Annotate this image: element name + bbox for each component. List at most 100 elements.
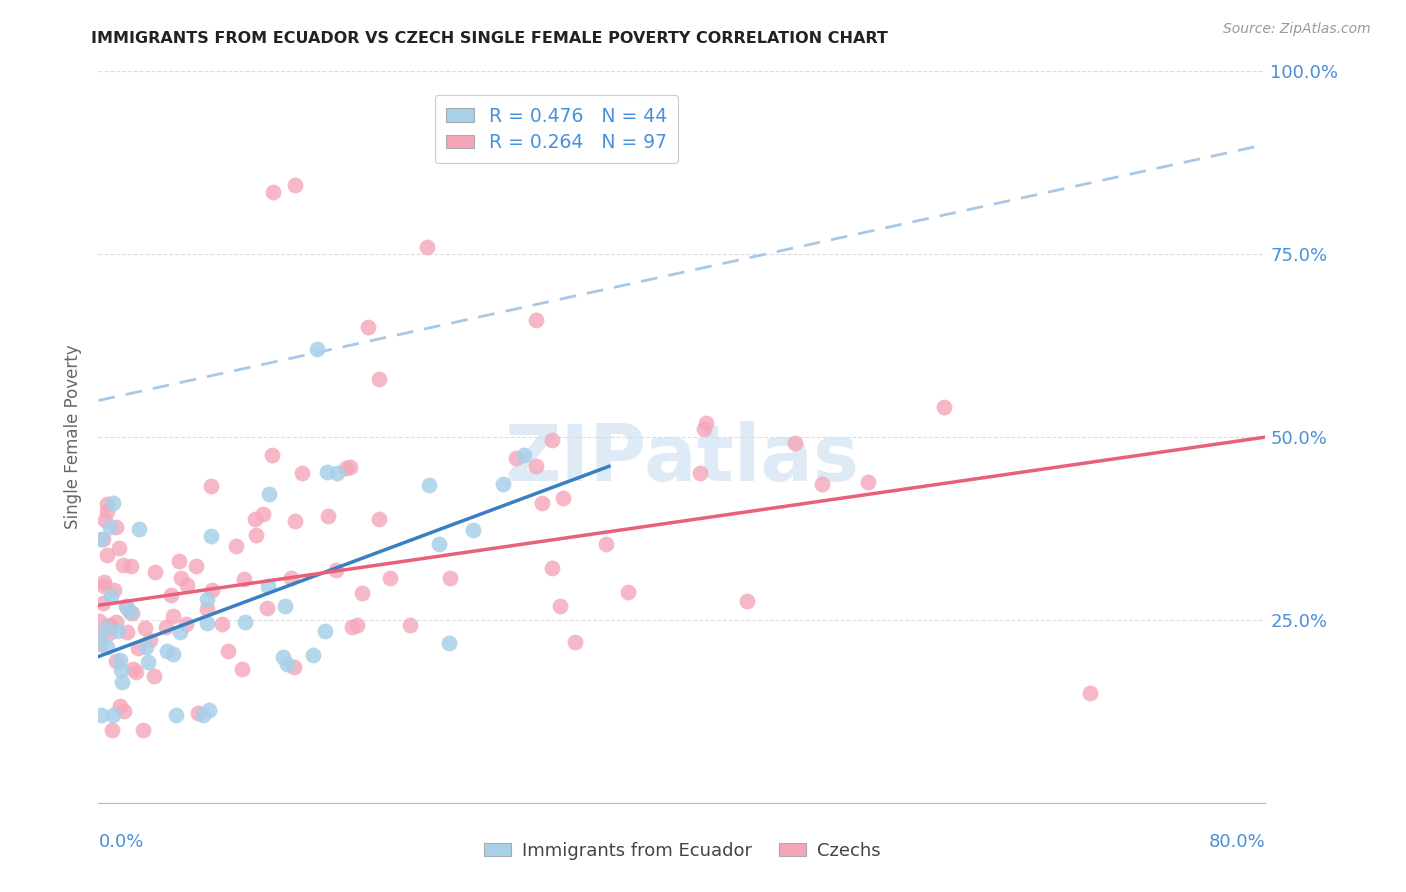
Point bbox=[198, 703, 221, 717]
Point bbox=[193, 708, 215, 723]
Point bbox=[232, 572, 254, 586]
Point bbox=[143, 669, 166, 683]
Point bbox=[115, 601, 138, 615]
Point bbox=[934, 400, 956, 414]
Point bbox=[437, 636, 460, 650]
Point bbox=[291, 466, 314, 480]
Point bbox=[104, 519, 127, 533]
Point bbox=[96, 621, 118, 635]
Point bbox=[136, 656, 159, 670]
Point bbox=[399, 618, 422, 632]
Point bbox=[96, 548, 118, 562]
Point bbox=[101, 496, 124, 510]
Point bbox=[262, 185, 284, 199]
Point bbox=[689, 467, 711, 481]
Point bbox=[368, 372, 391, 386]
Point bbox=[280, 571, 302, 585]
Point bbox=[415, 240, 437, 254]
Point bbox=[162, 608, 184, 623]
Point bbox=[243, 512, 266, 526]
Point bbox=[195, 615, 218, 630]
Point bbox=[211, 616, 233, 631]
Point bbox=[201, 583, 224, 598]
Text: 80.0%: 80.0% bbox=[1209, 833, 1265, 851]
Point bbox=[115, 625, 138, 640]
Point bbox=[492, 477, 515, 491]
Point bbox=[811, 477, 834, 491]
Text: ZIPatlas: ZIPatlas bbox=[505, 421, 859, 497]
Point bbox=[89, 637, 111, 651]
Point bbox=[616, 585, 638, 599]
Point bbox=[160, 588, 183, 602]
Point bbox=[326, 466, 349, 480]
Point bbox=[307, 343, 329, 357]
Point bbox=[100, 723, 122, 737]
Point bbox=[93, 574, 115, 589]
Point bbox=[418, 478, 440, 492]
Point bbox=[564, 635, 586, 649]
Point bbox=[378, 571, 401, 585]
Point bbox=[541, 561, 564, 575]
Point bbox=[135, 640, 157, 655]
Point bbox=[553, 491, 575, 505]
Point bbox=[108, 541, 131, 555]
Point bbox=[595, 537, 617, 551]
Point bbox=[505, 451, 527, 466]
Point bbox=[87, 614, 110, 628]
Point bbox=[170, 571, 193, 585]
Point bbox=[695, 416, 717, 430]
Point bbox=[96, 640, 118, 654]
Point bbox=[195, 601, 218, 615]
Point bbox=[186, 558, 208, 573]
Point bbox=[174, 616, 197, 631]
Y-axis label: Single Female Poverty: Single Female Poverty bbox=[65, 345, 83, 529]
Point bbox=[108, 698, 131, 713]
Point bbox=[93, 513, 115, 527]
Point bbox=[111, 675, 134, 690]
Point bbox=[283, 659, 305, 673]
Point bbox=[115, 599, 138, 613]
Point bbox=[118, 605, 141, 619]
Point bbox=[274, 599, 297, 613]
Point bbox=[316, 466, 339, 480]
Point bbox=[693, 422, 716, 436]
Point bbox=[357, 320, 380, 334]
Point bbox=[340, 620, 363, 634]
Point bbox=[143, 566, 166, 580]
Point bbox=[89, 708, 111, 723]
Point bbox=[98, 618, 121, 632]
Point bbox=[105, 615, 128, 629]
Point bbox=[530, 496, 553, 510]
Point bbox=[96, 504, 118, 518]
Point bbox=[187, 706, 209, 721]
Point bbox=[231, 662, 253, 676]
Point bbox=[783, 436, 806, 450]
Point bbox=[162, 647, 184, 661]
Point bbox=[225, 539, 247, 553]
Point bbox=[284, 178, 307, 192]
Point bbox=[273, 649, 295, 664]
Text: IMMIGRANTS FROM ECUADOR VS CZECH SINGLE FEMALE POVERTY CORRELATION CHART: IMMIGRANTS FROM ECUADOR VS CZECH SINGLE … bbox=[91, 31, 889, 46]
Point bbox=[125, 665, 148, 680]
Point bbox=[316, 508, 339, 523]
Point bbox=[245, 528, 267, 542]
Point bbox=[368, 512, 391, 526]
Point bbox=[111, 558, 134, 573]
Point bbox=[98, 519, 121, 533]
Point bbox=[128, 523, 150, 537]
Point bbox=[252, 507, 274, 521]
Point bbox=[284, 514, 307, 528]
Point bbox=[96, 497, 118, 511]
Point bbox=[513, 448, 536, 462]
Point bbox=[217, 644, 239, 658]
Point bbox=[139, 632, 162, 647]
Point bbox=[93, 579, 115, 593]
Point bbox=[107, 624, 129, 639]
Point bbox=[524, 313, 547, 327]
Point bbox=[256, 600, 278, 615]
Point bbox=[112, 704, 135, 718]
Point bbox=[169, 625, 191, 640]
Point bbox=[108, 653, 131, 667]
Point bbox=[165, 708, 187, 723]
Point bbox=[314, 624, 336, 638]
